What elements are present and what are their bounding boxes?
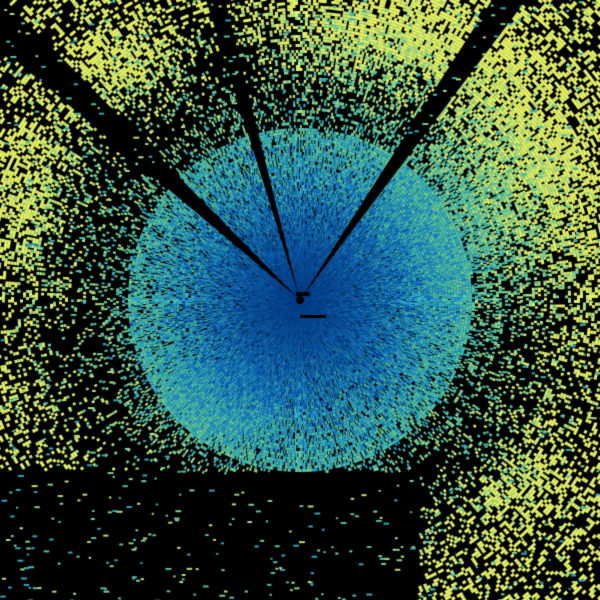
radar-sweep-image [0, 0, 600, 600]
